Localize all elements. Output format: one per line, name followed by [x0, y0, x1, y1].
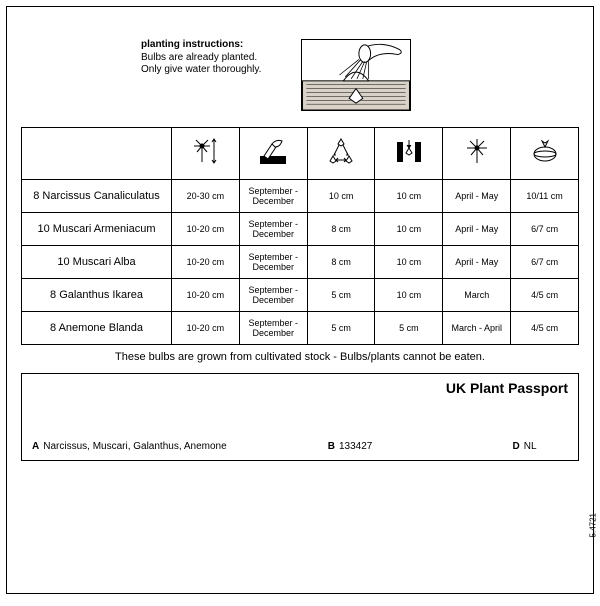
- depth-icon: [375, 128, 443, 180]
- passport-title: UK Plant Passport: [32, 380, 568, 396]
- cell-name: 10 Muscari Armeniacum: [22, 213, 172, 246]
- cell-spacing: 5 cm: [307, 279, 375, 312]
- instructions-heading: planting instructions:: [141, 39, 261, 52]
- cell-depth: 5 cm: [375, 312, 443, 345]
- passport-field-b: B133427: [328, 441, 513, 452]
- flowering-time-icon: [443, 128, 511, 180]
- cell-name: 8 Galanthus Ikarea: [22, 279, 172, 312]
- cell-name: 8 Narcissus Canaliculatus: [22, 180, 172, 213]
- cell-bulb_size: 6/7 cm: [511, 213, 579, 246]
- cell-height: 10-20 cm: [172, 213, 240, 246]
- table-row: 8 Narcissus Canaliculatus20-30 cmSeptemb…: [22, 180, 579, 213]
- cell-spacing: 8 cm: [307, 213, 375, 246]
- passport-field-d: DNL: [513, 441, 568, 452]
- passport-field-a: ANarcissus, Muscari, Galanthus, Anemone: [32, 441, 328, 452]
- footnote: These bulbs are grown from cultivated st…: [21, 351, 579, 363]
- cell-height: 20-30 cm: [172, 180, 240, 213]
- plant-passport: UK Plant Passport ANarcissus, Muscari, G…: [21, 373, 579, 461]
- cell-plant_time: September - December: [239, 312, 307, 345]
- planting-instructions: planting instructions: Bulbs are already…: [141, 39, 261, 77]
- cell-height: 10-20 cm: [172, 312, 240, 345]
- cell-spacing: 8 cm: [307, 246, 375, 279]
- cell-bulb_size: 10/11 cm: [511, 180, 579, 213]
- height-icon: [172, 128, 240, 180]
- planting-time-icon: [239, 128, 307, 180]
- watering-diagram-icon: [301, 39, 411, 111]
- cell-depth: 10 cm: [375, 279, 443, 312]
- cell-flower_time: April - May: [443, 246, 511, 279]
- cell-depth: 10 cm: [375, 246, 443, 279]
- cell-flower_time: March - April: [443, 312, 511, 345]
- table-row: 10 Muscari Armeniacum10-20 cmSeptember -…: [22, 213, 579, 246]
- table-row: 8 Galanthus Ikarea10-20 cmSeptember - De…: [22, 279, 579, 312]
- cell-bulb_size: 6/7 cm: [511, 246, 579, 279]
- col-name-header: [22, 128, 172, 180]
- cell-plant_time: September - December: [239, 213, 307, 246]
- cell-depth: 10 cm: [375, 213, 443, 246]
- spacing-icon: [307, 128, 375, 180]
- cell-spacing: 5 cm: [307, 312, 375, 345]
- bulb-size-icon: [511, 128, 579, 180]
- cell-height: 10-20 cm: [172, 246, 240, 279]
- cell-height: 10-20 cm: [172, 279, 240, 312]
- cell-bulb_size: 4/5 cm: [511, 279, 579, 312]
- cell-spacing: 10 cm: [307, 180, 375, 213]
- cell-depth: 10 cm: [375, 180, 443, 213]
- planting-table: 8 Narcissus Canaliculatus20-30 cmSeptemb…: [21, 127, 579, 345]
- cell-plant_time: September - December: [239, 246, 307, 279]
- cell-plant_time: September - December: [239, 180, 307, 213]
- cell-name: 10 Muscari Alba: [22, 246, 172, 279]
- instructions-line2: Only give water thoroughly.: [141, 64, 261, 77]
- cell-bulb_size: 4/5 cm: [511, 312, 579, 345]
- side-code: 5.4721: [588, 513, 597, 537]
- instructions-line1: Bulbs are already planted.: [141, 52, 261, 65]
- cell-name: 8 Anemone Blanda: [22, 312, 172, 345]
- cell-flower_time: April - May: [443, 213, 511, 246]
- table-row: 10 Muscari Alba10-20 cmSeptember - Decem…: [22, 246, 579, 279]
- cell-flower_time: March: [443, 279, 511, 312]
- cell-plant_time: September - December: [239, 279, 307, 312]
- table-row: 8 Anemone Blanda10-20 cmSeptember - Dece…: [22, 312, 579, 345]
- cell-flower_time: April - May: [443, 180, 511, 213]
